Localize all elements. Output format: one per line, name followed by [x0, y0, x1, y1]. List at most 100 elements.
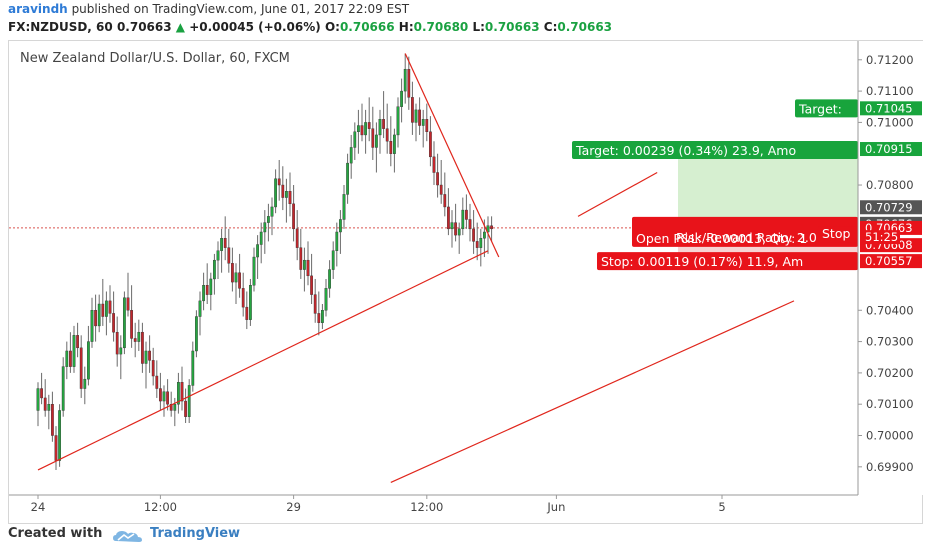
candle-down [306, 259, 310, 277]
symbol-ohlc-bar: FX:NZDUSD, 60 0.70663 ▲ +0.00045 (+0.06%… [8, 20, 612, 34]
candle-up [97, 303, 101, 327]
price-badge-text: 0.70915 [865, 142, 913, 156]
candle-down [245, 306, 249, 320]
price-badge [860, 200, 922, 215]
countdown-badge [860, 230, 900, 245]
candle-down [140, 331, 144, 364]
candle-down [360, 125, 364, 136]
candle-up [285, 191, 288, 198]
target-label-box [572, 141, 858, 160]
candle-down [389, 140, 393, 154]
candle-down [313, 294, 317, 314]
candle-down [238, 272, 241, 289]
candle-up [119, 347, 123, 355]
candle-up [457, 228, 461, 236]
candle-down [223, 238, 227, 248]
candle-down [126, 297, 130, 311]
trendline-3 [390, 300, 795, 484]
price-badge [860, 254, 922, 269]
candle-up [86, 341, 90, 380]
price-badge-text: 0.71045 [865, 101, 913, 115]
y-tick-label: 0.70100 [866, 397, 914, 411]
candle-up [65, 350, 69, 367]
candle-up [274, 178, 277, 208]
trendline-1 [37, 250, 489, 471]
stop-small-label: Stop [818, 226, 858, 243]
candle-down [465, 209, 468, 220]
footer: Created with TradingView [0, 524, 932, 550]
candle-down [475, 241, 479, 248]
pnl-label: Open P&L: -0.00013, Qty: 1 [632, 216, 858, 247]
candle-up [209, 278, 213, 295]
chart-title: New Zealand Dollar/U.S. Dollar, 60, FXCM [20, 51, 290, 66]
stop-label-text: Stop: 0.00119 (0.17%) 11.9, Am [601, 254, 803, 269]
candle-down [115, 331, 119, 355]
candle-up [357, 125, 360, 133]
candle-up [191, 350, 195, 386]
candle-up [328, 269, 331, 289]
pnl-label-box [632, 216, 858, 247]
candle-up [393, 134, 396, 154]
tradingview-brand[interactable]: TradingView [150, 526, 241, 541]
candle-up [421, 119, 425, 126]
candle-up [36, 388, 40, 411]
candle-down [76, 335, 80, 349]
x-tick-label: 5 [718, 500, 725, 514]
y-tick-label: 0.70800 [866, 178, 914, 192]
candle-down [184, 400, 187, 417]
candle-down [169, 404, 173, 411]
candle-up [450, 222, 454, 230]
target-small-label: Target: [795, 99, 858, 118]
candle-down [454, 222, 457, 236]
candle-down [472, 228, 475, 242]
candle-down [295, 228, 299, 248]
candle-down [180, 382, 184, 402]
candle-up [396, 106, 400, 136]
candle-down [418, 109, 421, 126]
y-tick-label: 0.71100 [866, 84, 914, 98]
candle-down [230, 263, 234, 283]
candle-up [324, 288, 328, 311]
candle-up [331, 250, 335, 270]
candle-down [151, 360, 155, 377]
candle-up [335, 231, 339, 251]
candle-down [158, 388, 162, 402]
candle-up [349, 147, 353, 164]
candle-down [371, 128, 375, 148]
candle-up [403, 68, 407, 92]
candle-up [267, 216, 270, 223]
candle-down [288, 191, 292, 205]
y-tick-label: 0.71000 [866, 115, 914, 129]
price-badge [860, 142, 922, 157]
candle-up [83, 378, 87, 389]
candle-up [342, 194, 346, 220]
candle-up [364, 122, 367, 136]
target-label-text: Target: 0.00239 (0.34%) 23.9, Amo [575, 143, 796, 158]
publish-header: aravindh published on TradingView.com, J… [8, 2, 409, 16]
author-link[interactable]: aravindh [8, 2, 68, 16]
candle-down [51, 404, 54, 436]
stop-small-label-text: Stop [822, 226, 850, 241]
y-tick-label: 0.70000 [866, 429, 914, 443]
candle-up [234, 272, 238, 283]
candle-down [439, 184, 443, 195]
candle-down [43, 397, 47, 411]
candle-down [367, 122, 371, 129]
candle-up [176, 382, 180, 405]
up-arrow-icon: ▲ [175, 20, 186, 34]
candle-down [425, 119, 429, 133]
candle-down [436, 172, 439, 186]
target-zone [678, 149, 858, 228]
candle-down [166, 391, 169, 405]
candle-up [378, 119, 382, 136]
candle-down [133, 338, 137, 342]
close-value: 0.70663 [557, 20, 613, 34]
close-label: C: [543, 20, 558, 34]
candle-up [187, 385, 191, 417]
y-tick-label: 0.70200 [866, 366, 914, 380]
candle-up [216, 250, 220, 261]
symbol-label: FX:NZDUSD, 60 [8, 20, 113, 34]
rr-ratio-text: Risk/Reward Ratio: 2.0 [676, 230, 817, 245]
candle-down [310, 275, 313, 295]
